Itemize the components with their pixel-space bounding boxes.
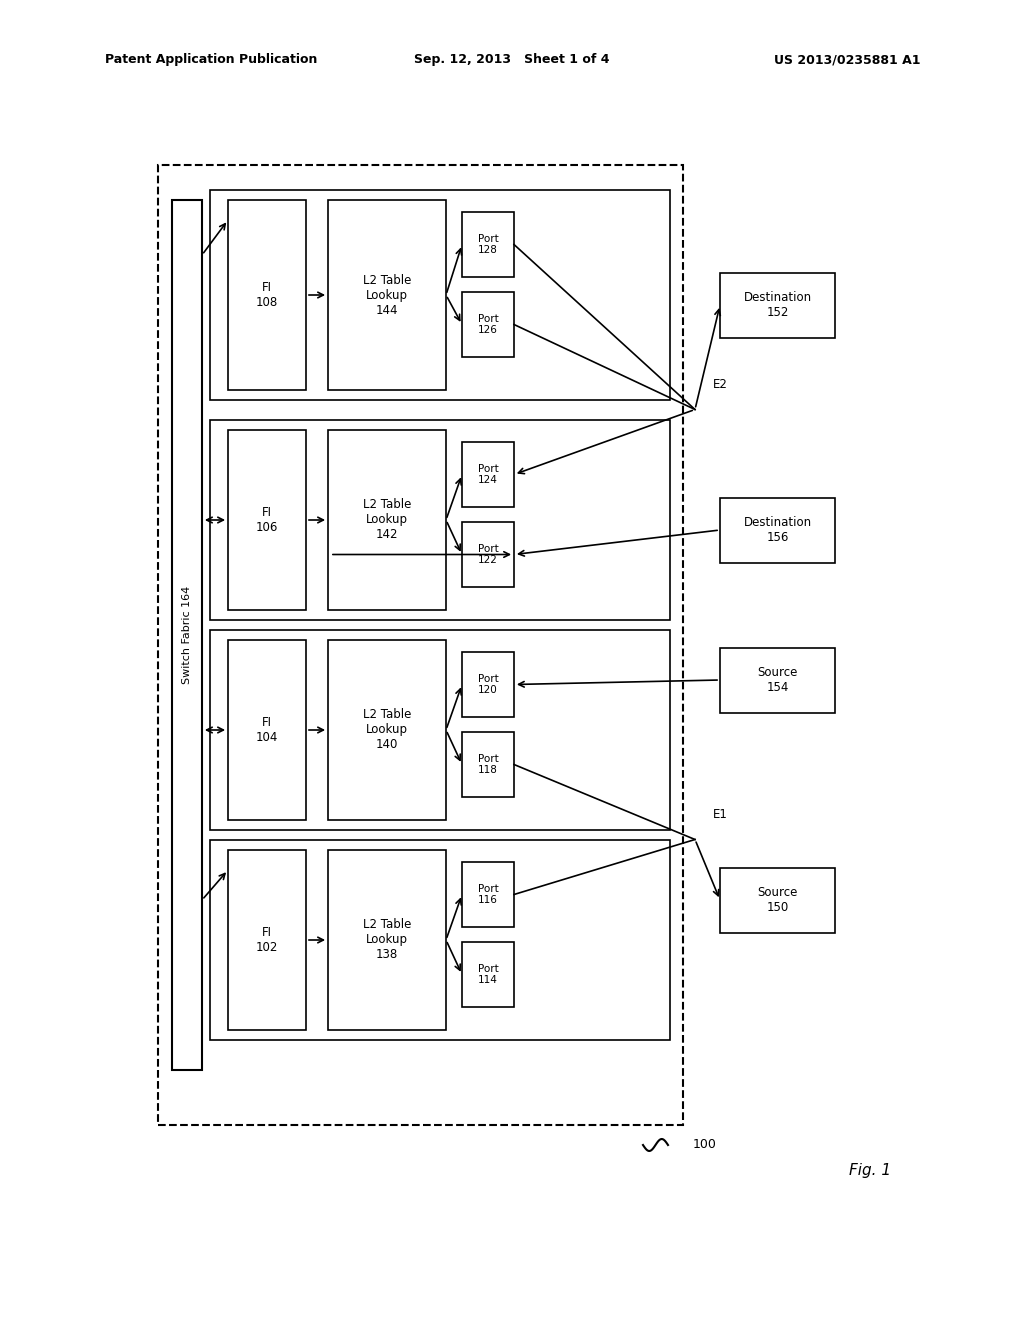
Text: Switch Fabric 164: Switch Fabric 164 — [182, 586, 193, 684]
Bar — [228, 850, 306, 1030]
Text: FI
106: FI 106 — [256, 506, 279, 535]
Bar — [228, 201, 306, 389]
Text: E2: E2 — [713, 379, 728, 392]
Text: E1: E1 — [713, 808, 728, 821]
Bar — [462, 862, 514, 927]
Bar — [210, 190, 670, 400]
Text: Destination
152: Destination 152 — [743, 290, 812, 319]
Bar — [210, 840, 670, 1040]
Text: FI
102: FI 102 — [256, 927, 279, 954]
Text: FI
104: FI 104 — [256, 715, 279, 744]
Bar — [462, 521, 514, 587]
Bar — [462, 442, 514, 507]
Text: Port
116: Port 116 — [477, 883, 499, 906]
Text: Port
126: Port 126 — [477, 314, 499, 335]
Text: L2 Table
Lookup
140: L2 Table Lookup 140 — [362, 709, 412, 751]
Bar — [720, 869, 835, 933]
Bar — [328, 640, 446, 820]
Bar — [462, 292, 514, 356]
Bar — [462, 652, 514, 717]
Bar — [328, 850, 446, 1030]
Bar — [228, 430, 306, 610]
Bar — [462, 942, 514, 1007]
Bar — [172, 201, 202, 1071]
Bar — [228, 640, 306, 820]
Text: US 2013/0235881 A1: US 2013/0235881 A1 — [773, 54, 920, 66]
Text: Source
154: Source 154 — [758, 667, 798, 694]
Text: Destination
156: Destination 156 — [743, 516, 812, 544]
Text: 100: 100 — [693, 1138, 717, 1151]
Text: Port
120: Port 120 — [477, 673, 499, 696]
Bar — [210, 630, 670, 830]
Bar — [328, 201, 446, 389]
Text: Port
118: Port 118 — [477, 754, 499, 775]
Text: L2 Table
Lookup
138: L2 Table Lookup 138 — [362, 919, 412, 961]
Bar — [210, 420, 670, 620]
Bar — [720, 498, 835, 564]
Text: FI
108: FI 108 — [256, 281, 279, 309]
Text: Patent Application Publication: Patent Application Publication — [105, 54, 317, 66]
Bar — [328, 430, 446, 610]
Text: L2 Table
Lookup
142: L2 Table Lookup 142 — [362, 499, 412, 541]
Text: Sep. 12, 2013   Sheet 1 of 4: Sep. 12, 2013 Sheet 1 of 4 — [415, 54, 609, 66]
Text: L2 Table
Lookup
144: L2 Table Lookup 144 — [362, 273, 412, 317]
Bar — [720, 273, 835, 338]
Bar — [462, 733, 514, 797]
Text: Port
122: Port 122 — [477, 544, 499, 565]
Bar — [158, 165, 683, 1125]
Text: Port
114: Port 114 — [477, 964, 499, 985]
Text: Source
150: Source 150 — [758, 886, 798, 913]
Bar — [720, 648, 835, 713]
Bar — [462, 213, 514, 277]
Text: Port
124: Port 124 — [477, 463, 499, 486]
Text: Fig. 1: Fig. 1 — [849, 1163, 891, 1177]
Text: Port
128: Port 128 — [477, 234, 499, 255]
